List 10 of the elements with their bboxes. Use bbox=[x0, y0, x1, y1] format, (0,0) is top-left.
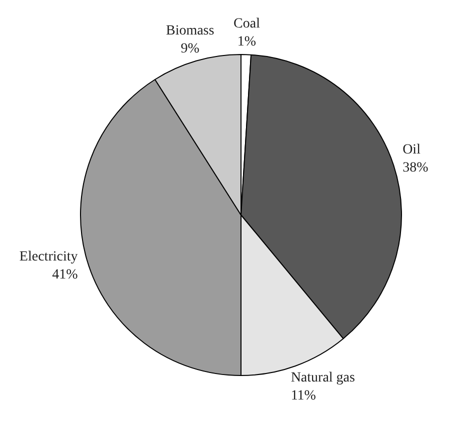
slice-label: Coal bbox=[234, 16, 260, 32]
slice-label: Biomass bbox=[166, 23, 214, 38]
data-label: 38% bbox=[402, 160, 429, 176]
slice-label: Oil bbox=[402, 142, 421, 158]
data-label: 1% bbox=[237, 34, 256, 50]
slice-label: Natural gas bbox=[290, 370, 355, 386]
data-label: 9% bbox=[180, 41, 200, 56]
data-label: 41% bbox=[52, 268, 78, 283]
data-label: 11% bbox=[290, 388, 316, 404]
slice-label: Electricity bbox=[19, 250, 78, 265]
